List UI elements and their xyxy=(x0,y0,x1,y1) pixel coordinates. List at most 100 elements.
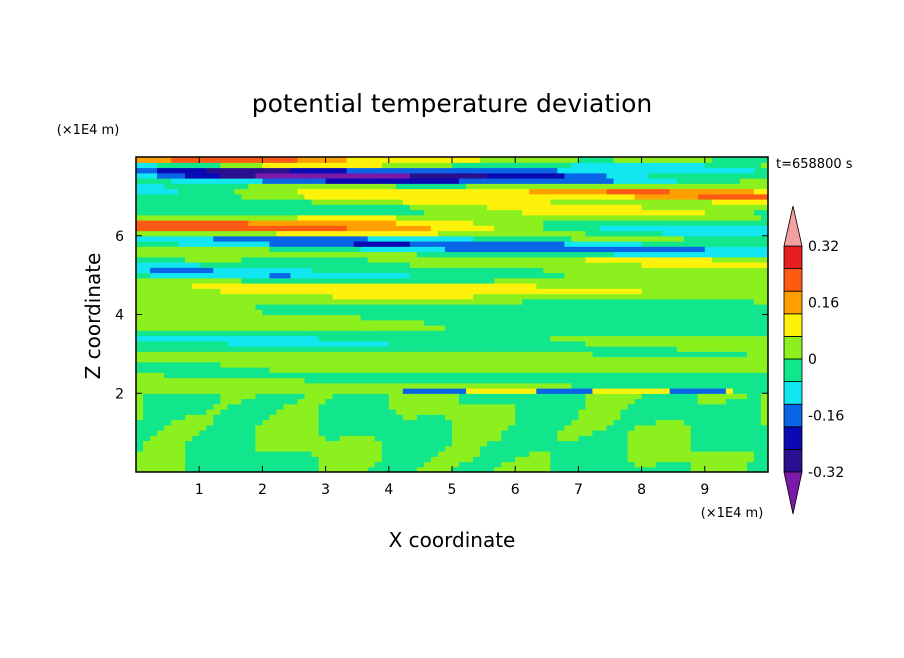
heatmap-cell xyxy=(466,314,474,321)
heatmap-cell xyxy=(620,330,629,337)
heatmap-cell xyxy=(543,262,551,268)
heatmap-cell xyxy=(304,367,313,373)
heatmap-cell xyxy=(332,267,341,274)
heatmap-cell xyxy=(311,393,320,400)
heatmap-cell xyxy=(388,178,397,184)
heatmap-cell xyxy=(711,346,720,352)
heatmap-cell xyxy=(543,403,551,410)
heatmap-cell xyxy=(627,403,636,410)
heatmap-cell xyxy=(746,267,755,274)
heatmap-cell xyxy=(367,267,376,274)
heatmap-cell xyxy=(543,440,551,447)
heatmap-cell xyxy=(620,440,629,447)
heatmap-cell xyxy=(248,382,256,389)
heatmap-cell xyxy=(430,398,439,405)
heatmap-cell xyxy=(613,298,622,305)
heatmap-cell xyxy=(367,188,376,195)
heatmap-cell xyxy=(150,314,158,321)
heatmap-cell xyxy=(150,178,158,184)
heatmap-cell xyxy=(648,304,657,310)
heatmap-cell xyxy=(655,262,664,268)
heatmap-cell xyxy=(234,314,242,321)
heatmap-cell xyxy=(311,277,320,284)
heatmap-cell xyxy=(318,277,327,284)
heatmap-cell xyxy=(248,398,256,405)
heatmap-cell xyxy=(150,393,158,400)
heatmap-cell xyxy=(697,409,706,415)
heatmap-cell xyxy=(437,419,446,426)
heatmap-cell xyxy=(760,393,768,400)
heatmap-cell xyxy=(360,398,369,405)
heatmap-cell xyxy=(150,298,158,305)
heatmap-cell xyxy=(213,288,221,295)
heatmap-cell xyxy=(143,466,151,472)
heatmap-cell xyxy=(697,183,706,190)
heatmap-cell xyxy=(669,356,678,363)
heatmap-cell xyxy=(585,430,594,436)
heatmap-cell xyxy=(346,220,355,226)
heatmap-cell xyxy=(480,288,488,295)
heatmap-cell xyxy=(704,283,713,289)
heatmap-cell xyxy=(395,246,404,253)
heatmap-cell xyxy=(255,367,263,373)
heatmap-cell xyxy=(606,293,615,300)
heatmap-cell xyxy=(353,199,362,205)
heatmap-cell xyxy=(178,419,186,426)
heatmap-cell xyxy=(550,235,558,242)
heatmap-cell xyxy=(255,461,263,468)
heatmap-cell xyxy=(459,256,467,263)
heatmap-cell xyxy=(697,209,706,216)
heatmap-cell xyxy=(557,356,565,363)
heatmap-cell xyxy=(311,451,320,457)
heatmap-cell xyxy=(430,288,439,295)
heatmap-cell xyxy=(248,356,256,363)
heatmap-cell xyxy=(395,251,404,258)
heatmap-cell xyxy=(613,256,622,263)
heatmap-cell xyxy=(227,388,235,394)
heatmap-cell xyxy=(641,293,650,300)
heatmap-cell xyxy=(599,456,608,463)
heatmap-cell xyxy=(760,430,768,436)
heatmap-cell xyxy=(592,466,601,472)
heatmap-cell xyxy=(255,435,263,442)
heatmap-cell xyxy=(480,367,488,373)
heatmap-cell xyxy=(711,298,720,305)
heatmap-cell xyxy=(220,251,228,258)
heatmap-cell xyxy=(676,451,685,457)
heatmap-cell xyxy=(290,440,299,447)
heatmap-cell xyxy=(508,251,516,258)
heatmap-cell xyxy=(185,220,193,226)
heatmap-cell xyxy=(634,183,643,190)
heatmap-cell xyxy=(388,235,397,242)
heatmap-cell xyxy=(627,225,636,232)
heatmap-cell xyxy=(269,193,278,200)
heatmap-cell xyxy=(536,298,544,305)
heatmap-cell xyxy=(599,309,608,316)
heatmap-cell xyxy=(283,209,292,216)
heatmap-cell xyxy=(143,188,151,195)
heatmap-cell xyxy=(283,440,292,447)
heatmap-cell xyxy=(346,361,355,368)
heatmap-cell xyxy=(466,325,474,331)
heatmap-cell xyxy=(444,256,453,263)
heatmap-cell xyxy=(416,277,425,284)
heatmap-cell xyxy=(494,220,502,226)
heatmap-cell xyxy=(578,461,587,468)
heatmap-cell xyxy=(739,461,748,468)
heatmap-cell xyxy=(353,298,362,305)
heatmap-cell xyxy=(522,272,530,279)
heatmap-cell xyxy=(150,435,158,442)
heatmap-cell xyxy=(725,351,734,358)
heatmap-cell xyxy=(353,256,362,263)
heatmap-cell xyxy=(402,251,411,258)
heatmap-cell xyxy=(459,461,467,468)
heatmap-cell xyxy=(494,367,502,373)
heatmap-cell xyxy=(255,183,263,190)
heatmap-cell xyxy=(550,398,558,405)
heatmap-cell xyxy=(164,204,172,211)
heatmap-cell xyxy=(452,325,460,331)
heatmap-cell xyxy=(690,351,699,358)
heatmap-cell xyxy=(136,424,144,431)
heatmap-cell xyxy=(353,377,362,384)
heatmap-cell xyxy=(332,283,341,289)
